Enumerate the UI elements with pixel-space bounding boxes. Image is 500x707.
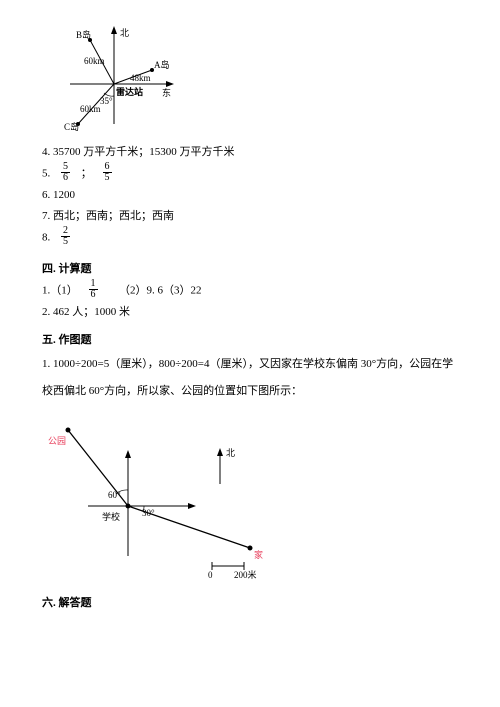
calc-line-2: 2. 462 人；1000 米 [42,302,458,323]
fraction-1-6: 16 [89,279,98,301]
scale-200: 200米 [234,569,257,580]
answer-8-prefix: 8. [42,231,50,243]
label-dist-c: 60km [80,104,101,114]
label-dist-b: 60km [84,56,105,66]
label-north-2: 北 [226,448,235,458]
answer-7: 7. 西北；西南；西北；西南 [42,206,458,227]
fraction-5-6: 56 [61,162,70,184]
label-east: 东 [162,87,171,98]
label-north: 北 [120,28,129,38]
label-30: 30° [142,508,155,518]
label-radar: 雷达站 [116,86,143,97]
section-6-title: 六. 解答题 [42,593,458,614]
answer-4: 4. 35700 万平方千米；15300 万平方千米 [42,142,458,163]
calc-1-prefix: 1.（1） [42,284,78,296]
label-park: 公园 [48,436,66,446]
label-c: C岛 [64,121,79,132]
answer-5-prefix: 5. [42,167,50,179]
label-60: 60° [108,490,121,500]
calc-line-1: 1.（1） 16 （2）9. 6（3）22 [42,280,458,302]
answer-5-sep: ； [81,167,92,179]
label-a: A岛 [154,59,170,70]
section-4-title: 四. 计算题 [42,259,458,280]
answer-6: 6. 1200 [42,185,458,206]
label-home: 家 [254,549,263,560]
fraction-6-5: 65 [103,162,112,184]
answer-5: 5. 56 ； 65 [42,163,458,185]
drawing-description: 1. 1000÷200=5（厘米），800÷200=4（厘米），又因家在学校东偏… [42,351,458,404]
answer-8: 8. 25 [42,227,458,249]
fraction-2-5: 25 [61,226,70,248]
section-5-title: 五. 作图题 [42,330,458,351]
label-dist-a: 48km [130,73,151,83]
calc-1-rest: （2）9. 6（3）22 [119,284,202,296]
scale-0: 0 [208,570,213,580]
label-school: 学校 [102,511,120,522]
radar-diagram: 北 东 雷达站 A岛 48km B岛 60km C岛 60km 35° [42,24,182,134]
drawing-diagram: 北 0 200米 公园 学校 家 60° 30° [42,406,302,581]
label-ang-c: 35° [100,96,113,106]
label-b: B岛 [76,29,91,40]
